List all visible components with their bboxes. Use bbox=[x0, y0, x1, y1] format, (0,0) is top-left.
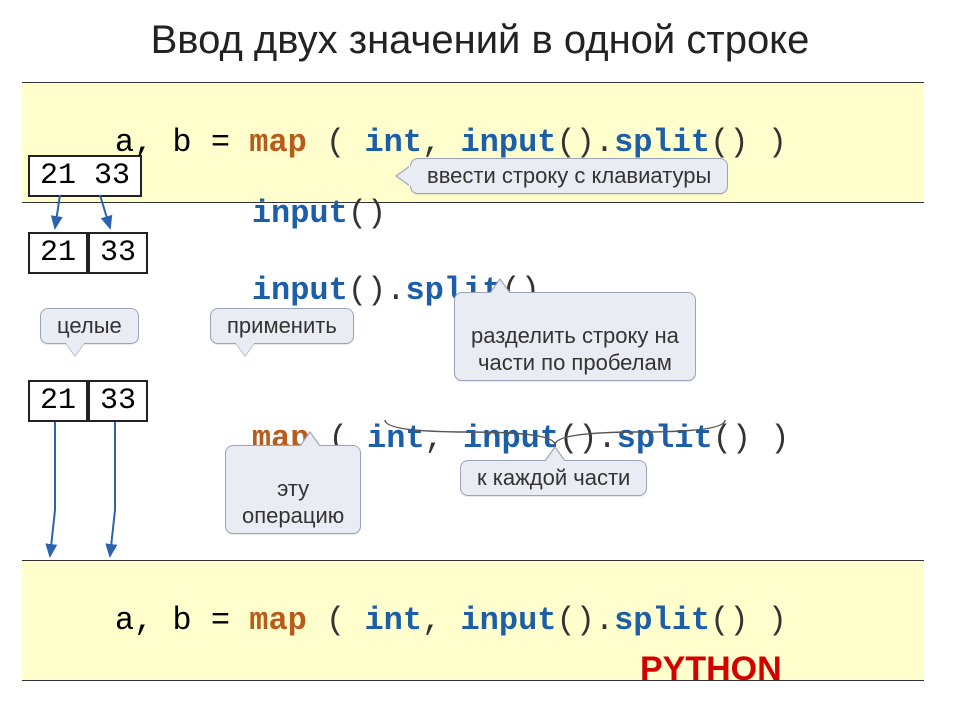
value-box-row2-a: 21 bbox=[28, 232, 88, 274]
arrow-icon bbox=[50, 422, 55, 556]
slide-title: Ввод двух значений в одной строке bbox=[0, 18, 960, 63]
callout-split-tail bbox=[490, 280, 510, 294]
callout-this-op: эту операцию bbox=[225, 445, 361, 534]
code-map: map bbox=[249, 124, 307, 161]
value-box-row3-b: 33 bbox=[88, 380, 148, 422]
slide-root: Ввод двух значений в одной строке a, b =… bbox=[0, 0, 960, 720]
code-split: split bbox=[614, 124, 710, 161]
callout-integers: целые bbox=[40, 308, 139, 344]
code-int: int bbox=[364, 124, 422, 161]
code-bar-bottom: a, b = map ( int, input().split() ) bbox=[22, 560, 924, 681]
value-box-row1: 21 33 bbox=[28, 155, 142, 197]
callout-each-part-tail bbox=[545, 448, 565, 462]
callout-keyboard-tail bbox=[397, 166, 411, 186]
value-box-row2-b: 33 bbox=[88, 232, 148, 274]
code-input: input bbox=[460, 124, 556, 161]
arrow-icon bbox=[110, 422, 115, 556]
callout-apply: применить bbox=[210, 308, 354, 344]
value-box-row3-a: 21 bbox=[28, 380, 88, 422]
callout-split: разделить строку на части по пробелам bbox=[454, 292, 696, 381]
python-label: PYTHON bbox=[640, 650, 782, 689]
callout-keyboard: ввести строку с клавиатуры bbox=[410, 158, 728, 194]
callout-each-part: к каждой части bbox=[460, 460, 647, 496]
callout-this-op-tail bbox=[300, 433, 320, 447]
callout-apply-tail bbox=[235, 342, 255, 356]
callout-integers-tail bbox=[65, 342, 85, 356]
